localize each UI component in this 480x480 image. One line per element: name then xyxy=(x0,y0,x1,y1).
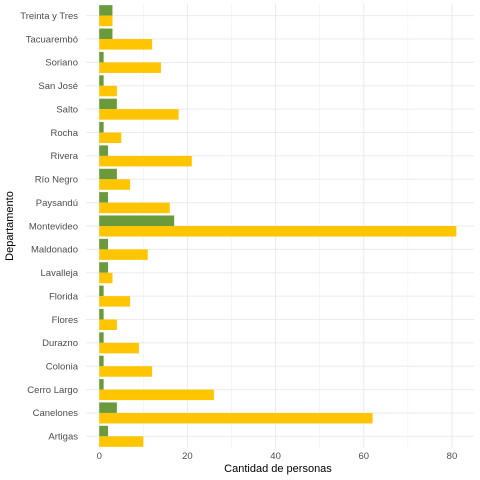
y-tick-label: Soriano xyxy=(45,58,78,69)
y-tick-label: Colonia xyxy=(46,362,79,373)
bar xyxy=(99,332,104,343)
bar xyxy=(99,98,117,110)
bar xyxy=(99,179,131,190)
y-tick-label: San José xyxy=(38,81,78,92)
bar xyxy=(99,379,104,390)
bar xyxy=(99,132,122,144)
bar xyxy=(99,342,139,354)
bar xyxy=(99,285,104,297)
y-tick-label: Artigas xyxy=(48,432,78,443)
bar xyxy=(99,366,153,377)
x-tick-label: 80 xyxy=(447,451,458,462)
bar xyxy=(99,412,373,424)
bar xyxy=(99,109,179,120)
y-tick-label: Flores xyxy=(52,315,79,326)
x-tick-label: 40 xyxy=(270,451,281,462)
bar xyxy=(99,85,117,97)
bar xyxy=(99,39,153,50)
bar xyxy=(99,238,109,250)
y-tick-label: Canelones xyxy=(33,408,79,419)
x-axis-title: Cantidad de personas xyxy=(224,463,332,475)
y-tick-labels: Artigas Canelones Cerro Largo Colonia Durazn… xyxy=(20,11,78,443)
y-tick-label: Río Negro xyxy=(35,175,78,186)
bar xyxy=(99,425,109,437)
bar xyxy=(99,51,104,63)
bar xyxy=(99,62,161,73)
bar xyxy=(99,389,214,401)
bar xyxy=(99,402,117,413)
bar xyxy=(99,272,113,284)
bar xyxy=(99,168,117,180)
bar xyxy=(99,122,104,133)
bars xyxy=(99,5,457,447)
bar xyxy=(99,15,113,27)
bar xyxy=(99,192,109,203)
bar xyxy=(99,5,113,16)
bar xyxy=(99,262,109,273)
y-tick-label: Paysandú xyxy=(36,198,78,209)
y-tick-label: Florida xyxy=(49,291,79,302)
bar xyxy=(99,308,104,320)
bar xyxy=(99,202,170,214)
y-tick-label: Montevideo xyxy=(29,221,78,232)
bar xyxy=(99,155,192,167)
bar xyxy=(99,75,104,86)
bar xyxy=(99,296,131,307)
bar xyxy=(99,215,175,226)
bar xyxy=(99,355,104,367)
x-tick-labels: 0 20 40 60 80 xyxy=(97,451,458,462)
y-axis-title: Departamento xyxy=(4,191,16,261)
bar xyxy=(99,28,113,40)
bar xyxy=(99,249,148,260)
x-tick-label: 60 xyxy=(358,451,369,462)
y-tick-label: Durazno xyxy=(42,338,78,349)
x-tick-label: 20 xyxy=(182,451,193,462)
x-tick-label: 0 xyxy=(97,451,102,462)
bar xyxy=(99,319,117,330)
y-tick-label: Treinta y Tres xyxy=(20,11,78,22)
y-tick-label: Rivera xyxy=(51,151,79,162)
bar xyxy=(99,436,144,447)
y-tick-label: Cerro Largo xyxy=(27,385,78,396)
y-tick-label: Lavalleja xyxy=(41,268,79,279)
y-tick-label: Maldonado xyxy=(31,245,78,256)
bar xyxy=(99,226,457,237)
y-tick-label: Salto xyxy=(56,104,78,115)
y-tick-label: Rocha xyxy=(51,128,79,139)
y-tick-label: Tacuarembó xyxy=(26,34,78,45)
bar xyxy=(99,145,109,156)
